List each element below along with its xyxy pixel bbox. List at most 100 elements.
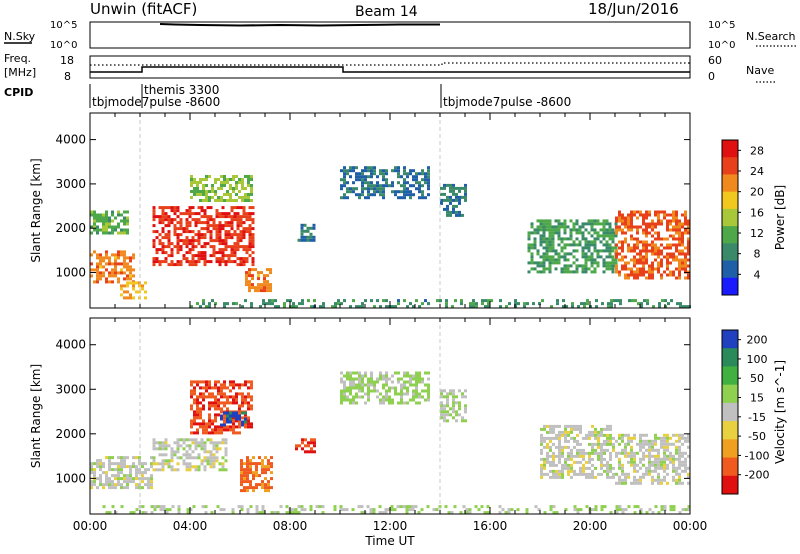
data-cell [117, 256, 120, 260]
data-cell [135, 471, 138, 475]
data-cell [605, 267, 609, 271]
data-cell [233, 206, 237, 210]
data-cell [242, 236, 246, 240]
data-cell [192, 505, 196, 509]
data-cell [201, 505, 205, 509]
data-cell [545, 255, 549, 259]
data-cell [669, 454, 672, 458]
data-cell [449, 407, 452, 411]
data-cell [678, 273, 681, 277]
data-cell [373, 389, 376, 393]
data-cell [385, 374, 388, 378]
data-cell [624, 231, 627, 235]
data-cell [588, 442, 591, 446]
data-cell [241, 420, 244, 424]
data-cell [105, 477, 108, 481]
data-cell [412, 193, 415, 197]
data-cell [474, 505, 478, 509]
data-cell [309, 505, 313, 509]
data-cell [552, 511, 556, 515]
data-cell [373, 184, 376, 188]
data-cell [624, 451, 627, 455]
data-cell [454, 299, 457, 303]
data-cell [220, 395, 223, 399]
data-cell [587, 243, 591, 247]
data-cell [666, 472, 669, 476]
data-cell [355, 172, 358, 176]
data-cell [552, 457, 555, 461]
data-cell [645, 252, 648, 256]
data-cell [202, 190, 205, 193]
data-cell [270, 456, 273, 460]
data-cell [438, 505, 442, 509]
data-cell [594, 475, 597, 479]
data-cell [218, 248, 222, 252]
data-cell [300, 232, 304, 236]
data-cell [212, 447, 216, 451]
data-cell [651, 225, 654, 229]
data-cell [539, 243, 543, 247]
data-cell [179, 248, 183, 252]
data-cell [182, 447, 186, 451]
data-cell [355, 395, 358, 399]
data-cell [600, 433, 603, 437]
data-cell [684, 457, 687, 461]
data-cell [536, 261, 540, 265]
data-cell [596, 222, 600, 226]
data-cell [370, 184, 373, 188]
data-cell [245, 283, 248, 287]
data-cell [129, 477, 132, 481]
data-cell [630, 457, 633, 461]
data-cell [252, 462, 255, 466]
data-cell [99, 213, 102, 217]
data-cell [424, 389, 427, 393]
data-cell [579, 448, 582, 452]
data-cell [205, 190, 208, 193]
data-cell [310, 305, 313, 309]
data-cell [543, 457, 546, 461]
data-cell [217, 380, 220, 384]
data-cell [590, 225, 594, 229]
data-cell [385, 389, 388, 393]
data-cell [566, 258, 570, 262]
data-cell [236, 263, 240, 267]
data-cell [440, 407, 443, 411]
data-cell [220, 199, 223, 202]
data-cell [185, 221, 189, 225]
data-cell [173, 212, 177, 216]
data-cell [687, 439, 690, 443]
data-cell [615, 454, 618, 458]
data-cell [648, 442, 651, 446]
data-cell [415, 374, 418, 378]
data-cell [440, 416, 443, 420]
data-cell [608, 222, 612, 226]
data-cell [188, 221, 192, 225]
data-cell [108, 280, 111, 284]
data-cell [599, 228, 603, 232]
data-cell [297, 238, 301, 242]
data-cell [232, 199, 235, 202]
data-cell [352, 181, 355, 185]
data-cell [530, 258, 534, 262]
nave-tick-bottom: 0 [708, 70, 715, 83]
data-cell [203, 450, 207, 454]
data-cell [96, 219, 99, 223]
data-cell [229, 395, 232, 399]
data-cell [648, 210, 651, 214]
data-cell [569, 264, 573, 268]
data-cell [385, 184, 388, 188]
data-cell [229, 420, 232, 424]
data-cell [190, 395, 193, 399]
data-cell [340, 178, 343, 182]
data-cell [214, 404, 217, 408]
data-cell [588, 454, 591, 458]
data-cell [558, 451, 561, 455]
data-cell [427, 184, 430, 188]
data-cell [93, 213, 96, 217]
data-cell [235, 425, 238, 429]
data-cell [605, 249, 609, 253]
data-cell [684, 246, 687, 250]
data-cell [193, 416, 196, 420]
data-cell [114, 462, 117, 466]
data-cell [651, 439, 654, 443]
